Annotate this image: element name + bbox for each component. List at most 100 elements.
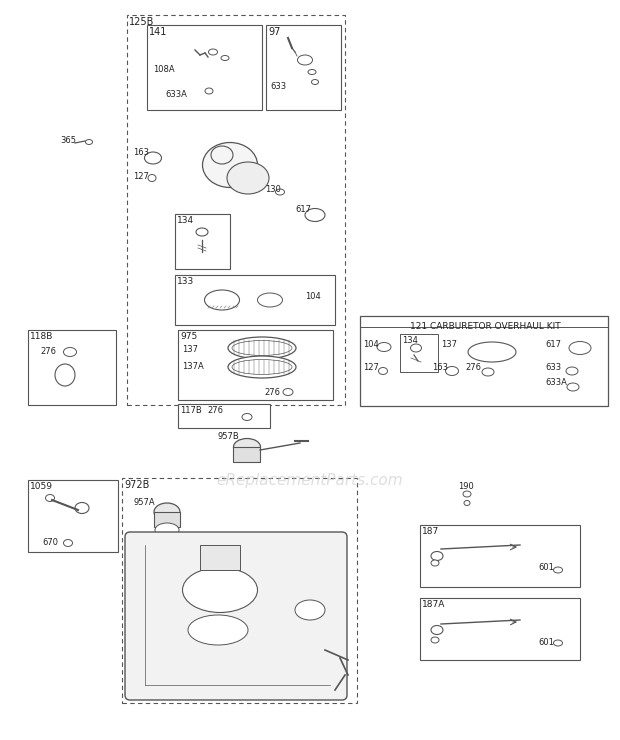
Ellipse shape <box>63 348 76 357</box>
Bar <box>360 316 608 406</box>
Text: 601: 601 <box>538 563 554 572</box>
Ellipse shape <box>63 539 73 547</box>
Bar <box>420 598 580 660</box>
Text: 670: 670 <box>42 538 58 547</box>
Text: 633: 633 <box>270 82 286 91</box>
Ellipse shape <box>232 360 292 374</box>
Ellipse shape <box>305 209 325 221</box>
Text: 276: 276 <box>465 363 481 372</box>
Ellipse shape <box>227 162 269 194</box>
FancyBboxPatch shape <box>125 532 347 700</box>
Bar <box>127 15 345 405</box>
Text: 104: 104 <box>305 292 321 301</box>
Bar <box>233 447 260 462</box>
Bar <box>28 480 118 552</box>
Text: eReplacementParts.com: eReplacementParts.com <box>216 473 404 488</box>
Ellipse shape <box>205 88 213 94</box>
Ellipse shape <box>234 439 260 456</box>
Bar <box>28 330 116 405</box>
Text: 975: 975 <box>180 332 197 341</box>
Bar <box>147 25 262 110</box>
Bar <box>178 330 333 400</box>
Text: 137: 137 <box>182 345 198 354</box>
Bar <box>175 214 230 269</box>
Text: 137: 137 <box>441 340 457 349</box>
Ellipse shape <box>155 523 179 537</box>
Bar <box>175 275 335 325</box>
Ellipse shape <box>431 625 443 634</box>
Ellipse shape <box>311 79 319 84</box>
Text: 187A: 187A <box>422 600 445 609</box>
Ellipse shape <box>308 70 316 75</box>
Ellipse shape <box>554 640 562 646</box>
Text: 141: 141 <box>149 27 167 37</box>
Text: 276: 276 <box>40 347 56 356</box>
Ellipse shape <box>221 56 229 61</box>
Ellipse shape <box>431 551 443 560</box>
Text: 601: 601 <box>538 638 554 647</box>
Ellipse shape <box>196 228 208 236</box>
Text: 617: 617 <box>295 205 311 214</box>
Ellipse shape <box>208 49 218 55</box>
Text: 125B: 125B <box>129 17 154 27</box>
Text: 104: 104 <box>363 340 379 349</box>
Ellipse shape <box>203 143 257 187</box>
Text: 108A: 108A <box>153 65 175 74</box>
Text: 1059: 1059 <box>30 482 53 491</box>
Ellipse shape <box>410 344 422 352</box>
Ellipse shape <box>554 567 562 573</box>
Text: 117B: 117B <box>180 406 202 415</box>
Text: 633A: 633A <box>545 378 567 387</box>
Ellipse shape <box>566 367 578 375</box>
Text: 633: 633 <box>545 363 561 372</box>
Ellipse shape <box>232 340 292 355</box>
Ellipse shape <box>464 500 470 505</box>
Ellipse shape <box>144 152 161 164</box>
Ellipse shape <box>377 343 391 352</box>
Bar <box>178 404 270 428</box>
Ellipse shape <box>257 293 283 307</box>
Text: 134: 134 <box>402 336 418 345</box>
Ellipse shape <box>228 356 296 378</box>
Text: 121 CARBURETOR OVERHAUL KIT: 121 CARBURETOR OVERHAUL KIT <box>410 322 560 331</box>
Text: 133: 133 <box>177 277 194 286</box>
Text: 137A: 137A <box>182 362 204 371</box>
Text: 190: 190 <box>458 482 474 491</box>
Ellipse shape <box>482 368 494 376</box>
Ellipse shape <box>275 189 285 195</box>
Bar <box>400 334 438 372</box>
Text: 134: 134 <box>177 216 194 225</box>
Text: 163: 163 <box>133 148 149 157</box>
Ellipse shape <box>154 503 180 521</box>
Ellipse shape <box>182 568 257 613</box>
Text: 276: 276 <box>207 406 223 415</box>
Ellipse shape <box>463 491 471 497</box>
Text: 365: 365 <box>60 136 76 145</box>
Text: 276: 276 <box>264 388 280 397</box>
Ellipse shape <box>86 140 92 144</box>
Ellipse shape <box>242 414 252 420</box>
Bar <box>266 25 341 110</box>
Text: 163: 163 <box>432 363 448 372</box>
Ellipse shape <box>283 388 293 395</box>
Ellipse shape <box>188 615 248 645</box>
Bar <box>154 512 180 527</box>
Text: 617: 617 <box>545 340 561 349</box>
Ellipse shape <box>228 337 296 359</box>
Ellipse shape <box>148 175 156 181</box>
Ellipse shape <box>431 560 439 566</box>
Ellipse shape <box>446 366 459 375</box>
Ellipse shape <box>205 290 239 310</box>
Text: 97: 97 <box>268 27 280 37</box>
Ellipse shape <box>298 55 312 65</box>
Text: 957B: 957B <box>218 432 240 441</box>
Bar <box>200 545 240 570</box>
Bar <box>420 525 580 587</box>
Text: 127: 127 <box>363 363 379 372</box>
Ellipse shape <box>569 341 591 354</box>
Text: 972B: 972B <box>124 480 149 490</box>
Text: 957A: 957A <box>133 498 154 507</box>
Text: 127: 127 <box>133 172 149 181</box>
Ellipse shape <box>431 637 439 643</box>
Ellipse shape <box>75 502 89 514</box>
